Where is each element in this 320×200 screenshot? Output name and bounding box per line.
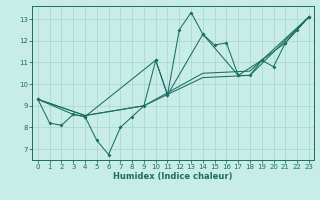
- X-axis label: Humidex (Indice chaleur): Humidex (Indice chaleur): [113, 172, 233, 181]
